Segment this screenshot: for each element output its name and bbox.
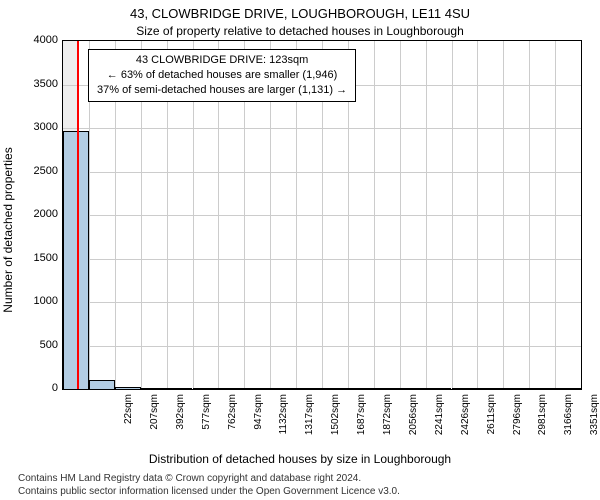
annotation-line-3: 37% of semi-detached houses are larger (… [97, 83, 347, 98]
footer-copyright-1: Contains HM Land Registry data © Crown c… [18, 473, 361, 484]
histogram-bar [63, 131, 89, 389]
histogram-bar [244, 388, 270, 389]
x-tick-label: 762sqm [227, 394, 238, 454]
x-tick-label: 2426sqm [460, 394, 471, 454]
gridline-v [477, 41, 478, 389]
x-tick-label: 577sqm [201, 394, 212, 454]
y-tick-label: 2500 [8, 165, 58, 177]
annotation-box: 43 CLOWBRIDGE DRIVE: 123sqm← 63% of deta… [88, 49, 356, 102]
x-tick-label: 1502sqm [330, 394, 341, 454]
x-tick-label: 947sqm [253, 394, 264, 454]
y-tick-label: 3500 [8, 78, 58, 90]
histogram-bar [322, 388, 348, 389]
gridline-v [503, 41, 504, 389]
y-tick-label: 4000 [8, 34, 58, 46]
x-tick-label: 1132sqm [278, 394, 289, 454]
x-tick-label: 2241sqm [434, 394, 445, 454]
histogram-bar [426, 388, 452, 389]
chart-title: 43, CLOWBRIDGE DRIVE, LOUGHBOROUGH, LE11… [0, 6, 600, 21]
annotation-line-1: 43 CLOWBRIDGE DRIVE: 123sqm [97, 53, 347, 68]
x-tick-label: 2611sqm [486, 394, 497, 454]
gridline-v [452, 41, 453, 389]
annotation-line-2: ← 63% of detached houses are smaller (1,… [97, 68, 347, 83]
histogram-bar [477, 388, 503, 389]
histogram-bar [529, 388, 555, 389]
histogram-bar [141, 388, 167, 389]
x-tick-label: 1872sqm [382, 394, 393, 454]
histogram-bar [115, 387, 141, 389]
x-tick-label: 1687sqm [356, 394, 367, 454]
x-tick-label: 2981sqm [537, 394, 548, 454]
gridline-v [426, 41, 427, 389]
x-tick-label: 207sqm [149, 394, 160, 454]
x-tick-label: 3351sqm [589, 394, 600, 454]
gridline-v [374, 41, 375, 389]
x-tick-label: 392sqm [175, 394, 186, 454]
gridline-v [529, 41, 530, 389]
chart-subtitle: Size of property relative to detached ho… [0, 24, 600, 38]
y-tick-label: 1500 [8, 252, 58, 264]
x-tick-label: 2056sqm [408, 394, 419, 454]
histogram-bar [89, 380, 115, 389]
x-tick-label: 22sqm [123, 394, 134, 454]
y-tick-label: 2000 [8, 208, 58, 220]
footer-copyright-2: Contains public sector information licen… [18, 486, 400, 497]
histogram-bar [218, 388, 244, 389]
gridline-v [555, 41, 556, 389]
histogram-bar [167, 388, 193, 389]
y-tick-label: 1000 [8, 295, 58, 307]
histogram-bar [270, 388, 296, 389]
histogram-bar [452, 388, 478, 389]
y-tick-label: 500 [8, 339, 58, 351]
y-tick-label: 3000 [8, 121, 58, 133]
highlight-line [77, 41, 79, 389]
histogram-bar [400, 388, 426, 389]
x-tick-label: 3166sqm [563, 394, 574, 454]
x-tick-label: 2796sqm [512, 394, 523, 454]
x-axis-label: Distribution of detached houses by size … [0, 452, 600, 466]
histogram-bar [555, 388, 581, 389]
gridline-v [400, 41, 401, 389]
histogram-bar [348, 388, 374, 389]
y-tick-label: 0 [8, 382, 58, 394]
histogram-bar [503, 388, 529, 389]
histogram-bar [296, 388, 322, 389]
x-tick-label: 1317sqm [304, 394, 315, 454]
histogram-bar [374, 388, 400, 389]
histogram-bar [193, 388, 219, 389]
